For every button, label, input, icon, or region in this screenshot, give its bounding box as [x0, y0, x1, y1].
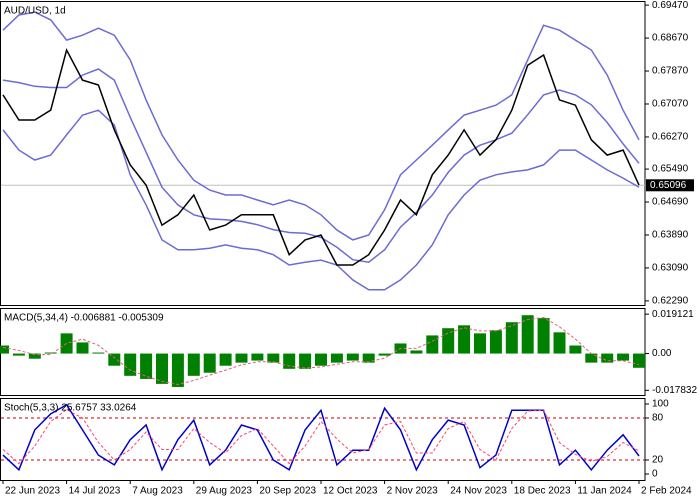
series-line — [2, 47, 640, 266]
x-tick-label: 2 Feb 2024 — [641, 486, 692, 497]
panel-title: MACD(5,34,4) -0.006881 -0.005309 — [4, 313, 164, 324]
histogram-bar — [28, 353, 41, 359]
histogram-bar — [442, 328, 455, 354]
histogram-bar — [633, 353, 645, 368]
x-tick-label: 12 Oct 2023 — [323, 486, 378, 497]
x-tick-label: 11 Jan 2024 — [577, 486, 632, 497]
last-price-label: 0.65096 — [650, 180, 687, 191]
y-tick-label: 0 — [652, 469, 658, 480]
histogram-bar — [299, 353, 312, 369]
histogram-bar — [203, 353, 216, 373]
histogram-bar — [362, 353, 375, 363]
histogram-bar — [251, 353, 264, 361]
histogram-bar — [219, 353, 232, 366]
histogram-bar — [458, 325, 471, 354]
series-line — [2, 109, 640, 291]
histogram-bar — [617, 353, 630, 361]
y-tick-label: 0.63890 — [652, 230, 689, 241]
histogram-bar — [76, 342, 89, 354]
y-tick-label: 0.67070 — [652, 99, 689, 110]
histogram-bar — [0, 345, 9, 354]
y-tick-label: 0.00 — [652, 348, 672, 359]
series-line — [2, 68, 640, 263]
y-tick-label: 80 — [652, 413, 664, 424]
panel-title: AUD/USD, 1d — [4, 6, 66, 17]
x-tick-label: 7 Aug 2023 — [132, 486, 183, 497]
y-tick-label: 0.62290 — [652, 296, 689, 307]
y-tick-label: 0.69470 — [652, 0, 689, 11]
panel-title: Stoch(5,3,3) 25.6757 33.0264 — [4, 403, 137, 414]
histogram-bar — [489, 330, 502, 354]
x-tick-label: 22 Jun 2023 — [5, 486, 60, 497]
histogram-bar — [330, 353, 343, 363]
histogram-bar — [474, 333, 486, 354]
histogram-bar — [585, 353, 598, 363]
y-tick-label: 20 — [652, 455, 664, 466]
x-tick-label: 29 Aug 2023 — [196, 486, 253, 497]
y-tick-label: 100 — [652, 399, 669, 410]
y-tick-label: 0.68670 — [652, 33, 689, 44]
x-tick-label: 20 Sep 2023 — [259, 486, 316, 497]
histogram-bar — [283, 353, 296, 369]
x-tick-label: 24 Nov 2023 — [450, 486, 507, 497]
y-tick-label: 0.67870 — [652, 66, 689, 77]
y-tick-label: 0.64690 — [652, 197, 689, 208]
panel-frame — [0, 1, 646, 306]
series-line — [2, 409, 640, 465]
histogram-bar — [378, 353, 391, 356]
last-price-box — [646, 179, 694, 192]
histogram-bar — [171, 353, 184, 387]
histogram-bar — [346, 353, 359, 361]
histogram-bar — [553, 332, 566, 354]
histogram-bar — [140, 353, 153, 379]
x-tick-label: 14 Jul 2023 — [69, 486, 121, 497]
histogram-bar — [187, 353, 200, 376]
histogram-bar — [267, 353, 280, 363]
series-line — [2, 316, 640, 386]
x-tick-label: 2 Nov 2023 — [387, 486, 439, 497]
histogram-bar — [92, 352, 105, 354]
histogram-bar — [108, 353, 121, 366]
y-tick-label: 0.019121 — [652, 309, 694, 320]
y-tick-label: -0.017832 — [652, 385, 697, 396]
histogram-bar — [44, 352, 57, 354]
histogram-bar — [569, 345, 582, 354]
histogram-bar — [521, 315, 534, 354]
histogram-bar — [537, 318, 550, 354]
histogram-bar — [156, 353, 168, 384]
histogram-bar — [12, 353, 25, 356]
y-tick-label: 0.65490 — [652, 164, 689, 175]
histogram-bar — [235, 353, 248, 363]
histogram-bar — [124, 353, 137, 376]
panel-frame — [0, 398, 646, 481]
histogram-bar — [601, 353, 614, 363]
x-tick-label: 18 Dec 2023 — [514, 486, 571, 497]
histogram-bar — [315, 353, 327, 366]
series-line — [2, 11, 640, 241]
series-line — [2, 403, 640, 472]
histogram-bar — [426, 335, 439, 354]
y-tick-label: 0.66270 — [652, 132, 689, 143]
y-tick-label: 0.63090 — [652, 263, 689, 274]
histogram-bar — [505, 322, 518, 354]
histogram-bar — [410, 350, 423, 354]
